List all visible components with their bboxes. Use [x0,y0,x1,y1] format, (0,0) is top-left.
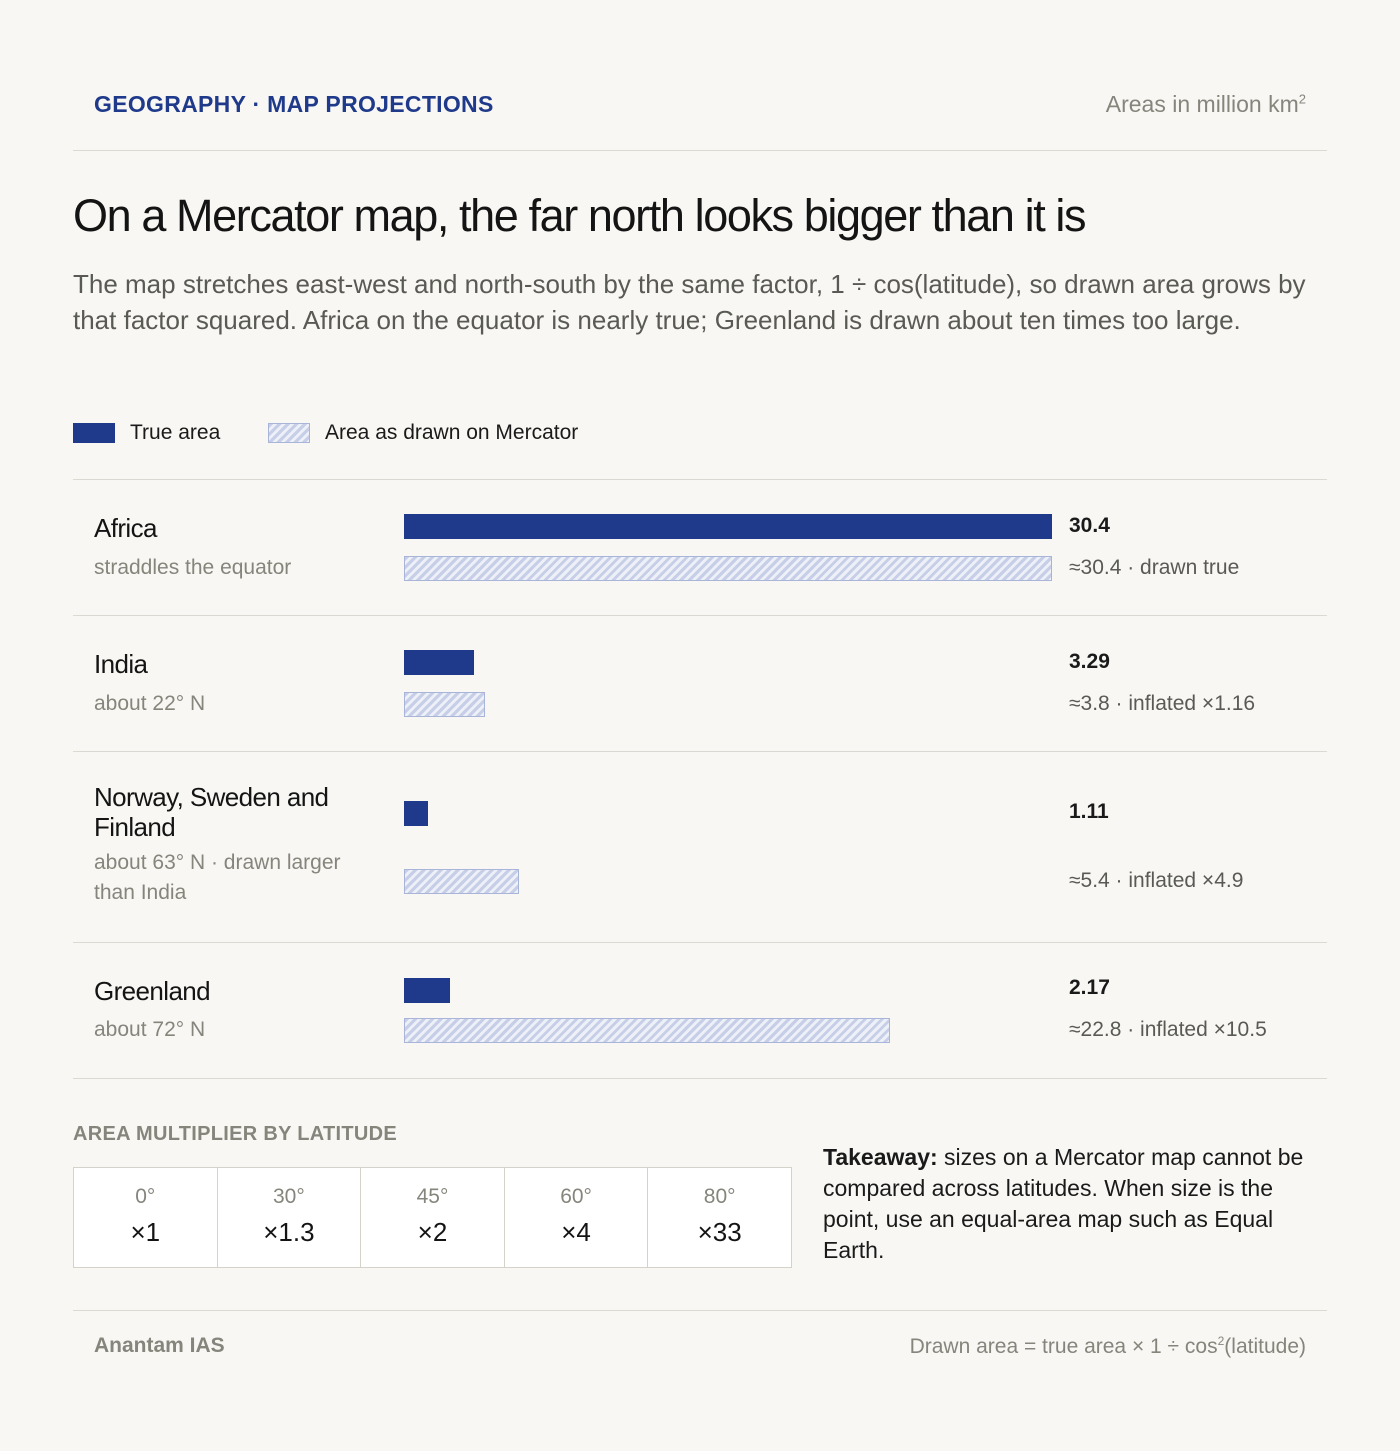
subtitle: The map stretches east-west and north-so… [73,269,1306,335]
footer-formula: Drawn area = true area × 1 ÷ cos2(latitu… [910,1334,1306,1359]
row-name: Greenland [94,976,211,1006]
row-divider [73,942,1327,943]
multiplier-title: AREA MULTIPLIER BY LATITUDE [73,1123,398,1145]
formula-text: Drawn area = true area × 1 ÷ cos [909,1335,1218,1358]
page-title: On a Mercator map, the far north looks b… [73,190,1087,241]
legend-label-true: True area [130,421,221,444]
multiplier-value: ×4 [561,1217,591,1247]
row-subtitle: about 63° N · drawn larger than India [94,851,341,904]
multiplier-cell: 0° ×1 [74,1168,217,1267]
multiplier-cell: 30° ×1.3 [216,1168,361,1267]
footer-divider [73,1310,1327,1311]
header-divider [73,150,1327,151]
row-subtitle: about 22° N [94,692,206,715]
bar-drawn-area [404,1018,890,1043]
multiplier-latitude: 80° [703,1185,736,1208]
bar-drawn-area [404,692,485,717]
legend-label-drawn: Area as drawn on Mercator [325,421,579,444]
multiplier-cell: 60° ×4 [503,1168,648,1267]
multiplier-table: 0° ×1 30° ×1.3 45° ×2 60° ×4 80° ×33 [73,1167,792,1268]
multiplier-value: ×33 [697,1217,742,1247]
bar-drawn-area [404,869,519,894]
multiplier-value: ×2 [417,1217,448,1247]
bar-drawn-area [404,556,1052,581]
value-label-drawn: ≈3.8 · inflated ×1.16 [1069,692,1256,715]
formula-suffix: (latitude) [1224,1335,1306,1358]
legend-swatch-true [73,423,115,443]
chart-top-divider [73,479,1327,480]
multiplier-cell: 45° ×2 [360,1168,504,1267]
multiplier-value: ×1 [130,1217,161,1247]
takeaway: Takeaway: sizes on a Mercator map cannot… [823,1142,1323,1266]
multiplier-latitude: 45° [416,1185,449,1208]
units-text: Areas in million km [1105,91,1299,117]
row-name: Norway, Sweden and Finland [94,782,329,842]
multiplier-latitude: 0° [135,1185,156,1208]
multiplier-value: ×1.3 [263,1217,315,1247]
multiplier-cell: 80° ×33 [647,1168,791,1267]
takeaway-text: sizes on a Mercator map cannot be compar… [823,1144,1304,1263]
row-subtitle: straddles the equator [94,556,292,579]
takeaway-lead: Takeaway: [823,1144,938,1170]
multiplier-latitude: 30° [273,1185,305,1208]
row-name: India [94,649,148,679]
row-divider [73,615,1327,616]
kicker: GEOGRAPHY · MAP PROJECTIONS [94,91,494,117]
chart-bottom-divider [73,1078,1327,1079]
value-label-drawn: ≈5.4 · inflated ×4.9 [1069,869,1244,892]
infographic: GEOGRAPHY · MAP PROJECTIONS Areas in mil… [73,0,1327,1451]
multiplier-latitude: 60° [560,1185,592,1208]
footer-brand: Anantam IAS [94,1334,225,1357]
value-label-true: 3.29 [1069,650,1110,673]
bar-true-area [404,978,450,1003]
row-name: Africa [94,513,157,543]
units-superscript: 2 [1298,91,1306,107]
value-label-drawn: ≈22.8 · inflated ×10.5 [1069,1018,1267,1041]
bar-true-area [404,514,1052,539]
row-divider [73,751,1327,752]
value-label-drawn: ≈30.4 · drawn true [1069,556,1240,579]
legend-swatch-drawn [268,423,310,443]
bar-true-area [404,650,474,675]
value-label-true: 2.17 [1069,976,1110,999]
formula-superscript: 2 [1217,1334,1225,1348]
bar-true-area [404,801,428,826]
units-note: Areas in million km2 [1106,91,1306,118]
value-label-true: 1.11 [1069,800,1109,823]
row-subtitle: about 72° N [94,1018,206,1041]
value-label-true: 30.4 [1069,514,1110,537]
